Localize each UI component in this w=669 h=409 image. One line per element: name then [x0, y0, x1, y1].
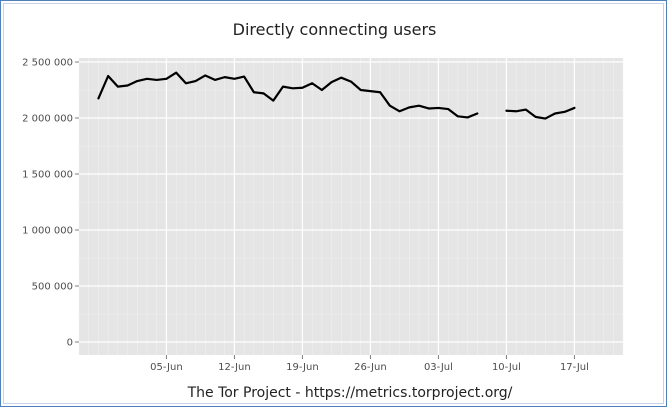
major-gridlines — [79, 58, 623, 355]
series-line-segment — [97, 71, 479, 119]
y-tick-label: 500 000 — [32, 282, 73, 293]
x-tick-label: 05-Jun — [150, 362, 183, 373]
series-line-segment — [505, 106, 576, 120]
chart-inner-border — [3, 3, 664, 404]
y-tick-label: 2 500 000 — [22, 58, 73, 69]
series-layer — [97, 71, 576, 120]
x-tick-label: 03-Jul — [424, 362, 453, 373]
x-axis: 05-Jun 12-Jun 19-Jun 26-Jun 03-Jul 10-Jul 17-J… — [150, 355, 589, 373]
y-tick-label: 1 000 000 — [22, 226, 73, 237]
x-tick-label: 12-Jun — [218, 362, 251, 373]
y-axis: 0 500 000 1 000 000 1 500 000 2 000 000 2 500… — [22, 58, 79, 349]
x-tick-label: 19-Jun — [286, 362, 319, 373]
x-tick-label: 10-Jul — [492, 362, 521, 373]
chart-title: Directly connecting users — [232, 20, 437, 39]
x-tick-label: 17-Jul — [560, 362, 589, 373]
x-tick-label: 26-Jun — [354, 362, 387, 373]
y-tick-label: 0 — [67, 338, 73, 349]
y-tick-label: 2 000 000 — [22, 114, 73, 125]
chart-caption: The Tor Project - https://metrics.torpro… — [187, 385, 513, 401]
y-tick-label: 1 500 000 — [22, 170, 73, 181]
